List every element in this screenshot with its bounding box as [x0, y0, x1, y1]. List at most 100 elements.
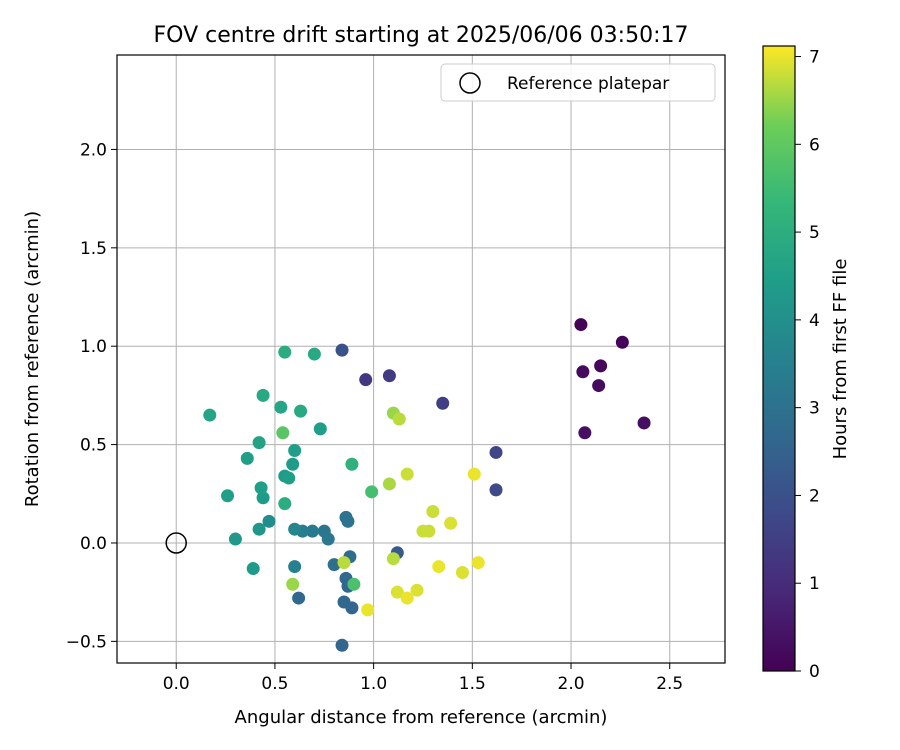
colorbar-tick-label: 7 — [809, 48, 820, 68]
colorbar-ticks: 0 1 2 3 4 5 6 7 — [795, 48, 820, 682]
y-axis-ticks: −0.5 0.0 0.5 1.0 1.5 2.0 — [66, 140, 117, 652]
data-point — [221, 489, 235, 503]
y-tick-label: 0.0 — [80, 534, 107, 554]
data-point — [400, 591, 414, 605]
data-point — [313, 422, 327, 436]
data-point — [292, 591, 306, 605]
data-point — [256, 388, 270, 402]
data-point — [444, 516, 458, 530]
colorbar-tick-label: 1 — [809, 574, 820, 594]
data-point — [228, 532, 242, 546]
data-point — [335, 638, 349, 652]
x-tick-label: 2.0 — [558, 674, 585, 694]
data-point — [345, 457, 359, 471]
data-point — [282, 471, 296, 485]
data-point — [422, 524, 436, 538]
data-point — [615, 335, 629, 349]
data-point — [382, 369, 396, 383]
colorbar-tick-label: 0 — [809, 662, 820, 682]
data-point — [305, 524, 319, 538]
data-point — [256, 491, 270, 505]
data-point — [240, 451, 254, 465]
data-point — [294, 404, 308, 418]
data-point — [252, 522, 266, 536]
data-point — [455, 565, 469, 579]
x-tick-label: 2.5 — [656, 674, 683, 694]
data-point — [426, 504, 440, 518]
data-point — [278, 345, 292, 359]
plot-area — [116, 54, 726, 664]
colorbar-tick-label: 5 — [809, 223, 820, 243]
y-tick-label: 1.0 — [80, 337, 107, 357]
y-axis-label: Rotation from reference (arcmin) — [22, 211, 43, 507]
data-point — [637, 416, 651, 430]
colorbar-tick-label: 6 — [809, 135, 820, 155]
data-point — [278, 497, 292, 511]
data-point — [489, 483, 503, 497]
data-point — [203, 408, 217, 422]
colorbar-label: Hours from first FF file — [830, 259, 851, 460]
data-point — [262, 514, 276, 528]
colorbar-tick-label: 2 — [809, 486, 820, 506]
data-point — [246, 562, 260, 576]
y-tick-label: 1.5 — [80, 239, 107, 259]
x-axis-ticks: 0.0 0.5 1.0 1.5 2.0 2.5 — [163, 663, 683, 694]
data-point — [382, 477, 396, 491]
data-point — [386, 552, 400, 566]
data-point — [307, 347, 321, 361]
data-point — [359, 373, 373, 387]
legend-box — [440, 63, 716, 102]
x-tick-label: 0.5 — [261, 674, 288, 694]
data-point — [337, 556, 351, 570]
legend-marker-icon — [459, 72, 481, 94]
data-point — [574, 318, 588, 332]
x-axis-label: Angular distance from reference (arcmin) — [235, 707, 608, 728]
scatter-points — [203, 318, 651, 652]
data-point — [361, 603, 375, 617]
data-point — [345, 601, 359, 615]
data-point — [400, 467, 414, 481]
data-point — [286, 457, 300, 471]
data-point — [432, 560, 446, 574]
colorbar-tick-label: 3 — [809, 399, 820, 419]
data-point — [252, 436, 266, 450]
data-point — [594, 359, 608, 373]
y-tick-label: −0.5 — [66, 632, 107, 652]
y-tick-label: 0.5 — [80, 436, 107, 456]
data-point — [274, 400, 288, 414]
data-point — [578, 426, 592, 440]
data-point — [347, 577, 361, 591]
data-point — [327, 558, 341, 572]
x-tick-label: 0.0 — [163, 674, 190, 694]
reference-platepar-marker — [165, 532, 187, 554]
data-point — [335, 343, 349, 357]
data-point — [489, 445, 503, 459]
data-point — [392, 412, 406, 426]
data-point — [471, 556, 485, 570]
data-point — [467, 467, 481, 481]
data-point — [254, 481, 268, 495]
data-point — [576, 365, 590, 379]
data-point — [286, 577, 300, 591]
data-point — [288, 522, 302, 536]
y-tick-label: 2.0 — [80, 140, 107, 160]
data-point — [436, 396, 450, 410]
data-point — [592, 379, 606, 393]
colorbar: 0 1 2 3 4 5 6 7 Hours from first FF file — [762, 45, 851, 682]
data-point — [365, 485, 379, 499]
data-point — [288, 560, 302, 574]
data-point — [288, 443, 302, 457]
data-point — [410, 583, 424, 597]
colorbar-tick-label: 4 — [809, 311, 820, 331]
legend-entry-reference-platepar: Reference platepar — [507, 74, 669, 94]
chart-title: FOV centre drift starting at 2025/06/06 … — [154, 23, 689, 48]
data-point — [321, 532, 335, 546]
plot-frame — [116, 54, 726, 664]
data-point — [390, 585, 404, 599]
legend: Reference platepar — [440, 63, 716, 102]
data-point — [276, 426, 290, 440]
data-point — [341, 514, 355, 528]
colorbar-gradient — [762, 45, 796, 672]
x-tick-label: 1.5 — [459, 674, 486, 694]
